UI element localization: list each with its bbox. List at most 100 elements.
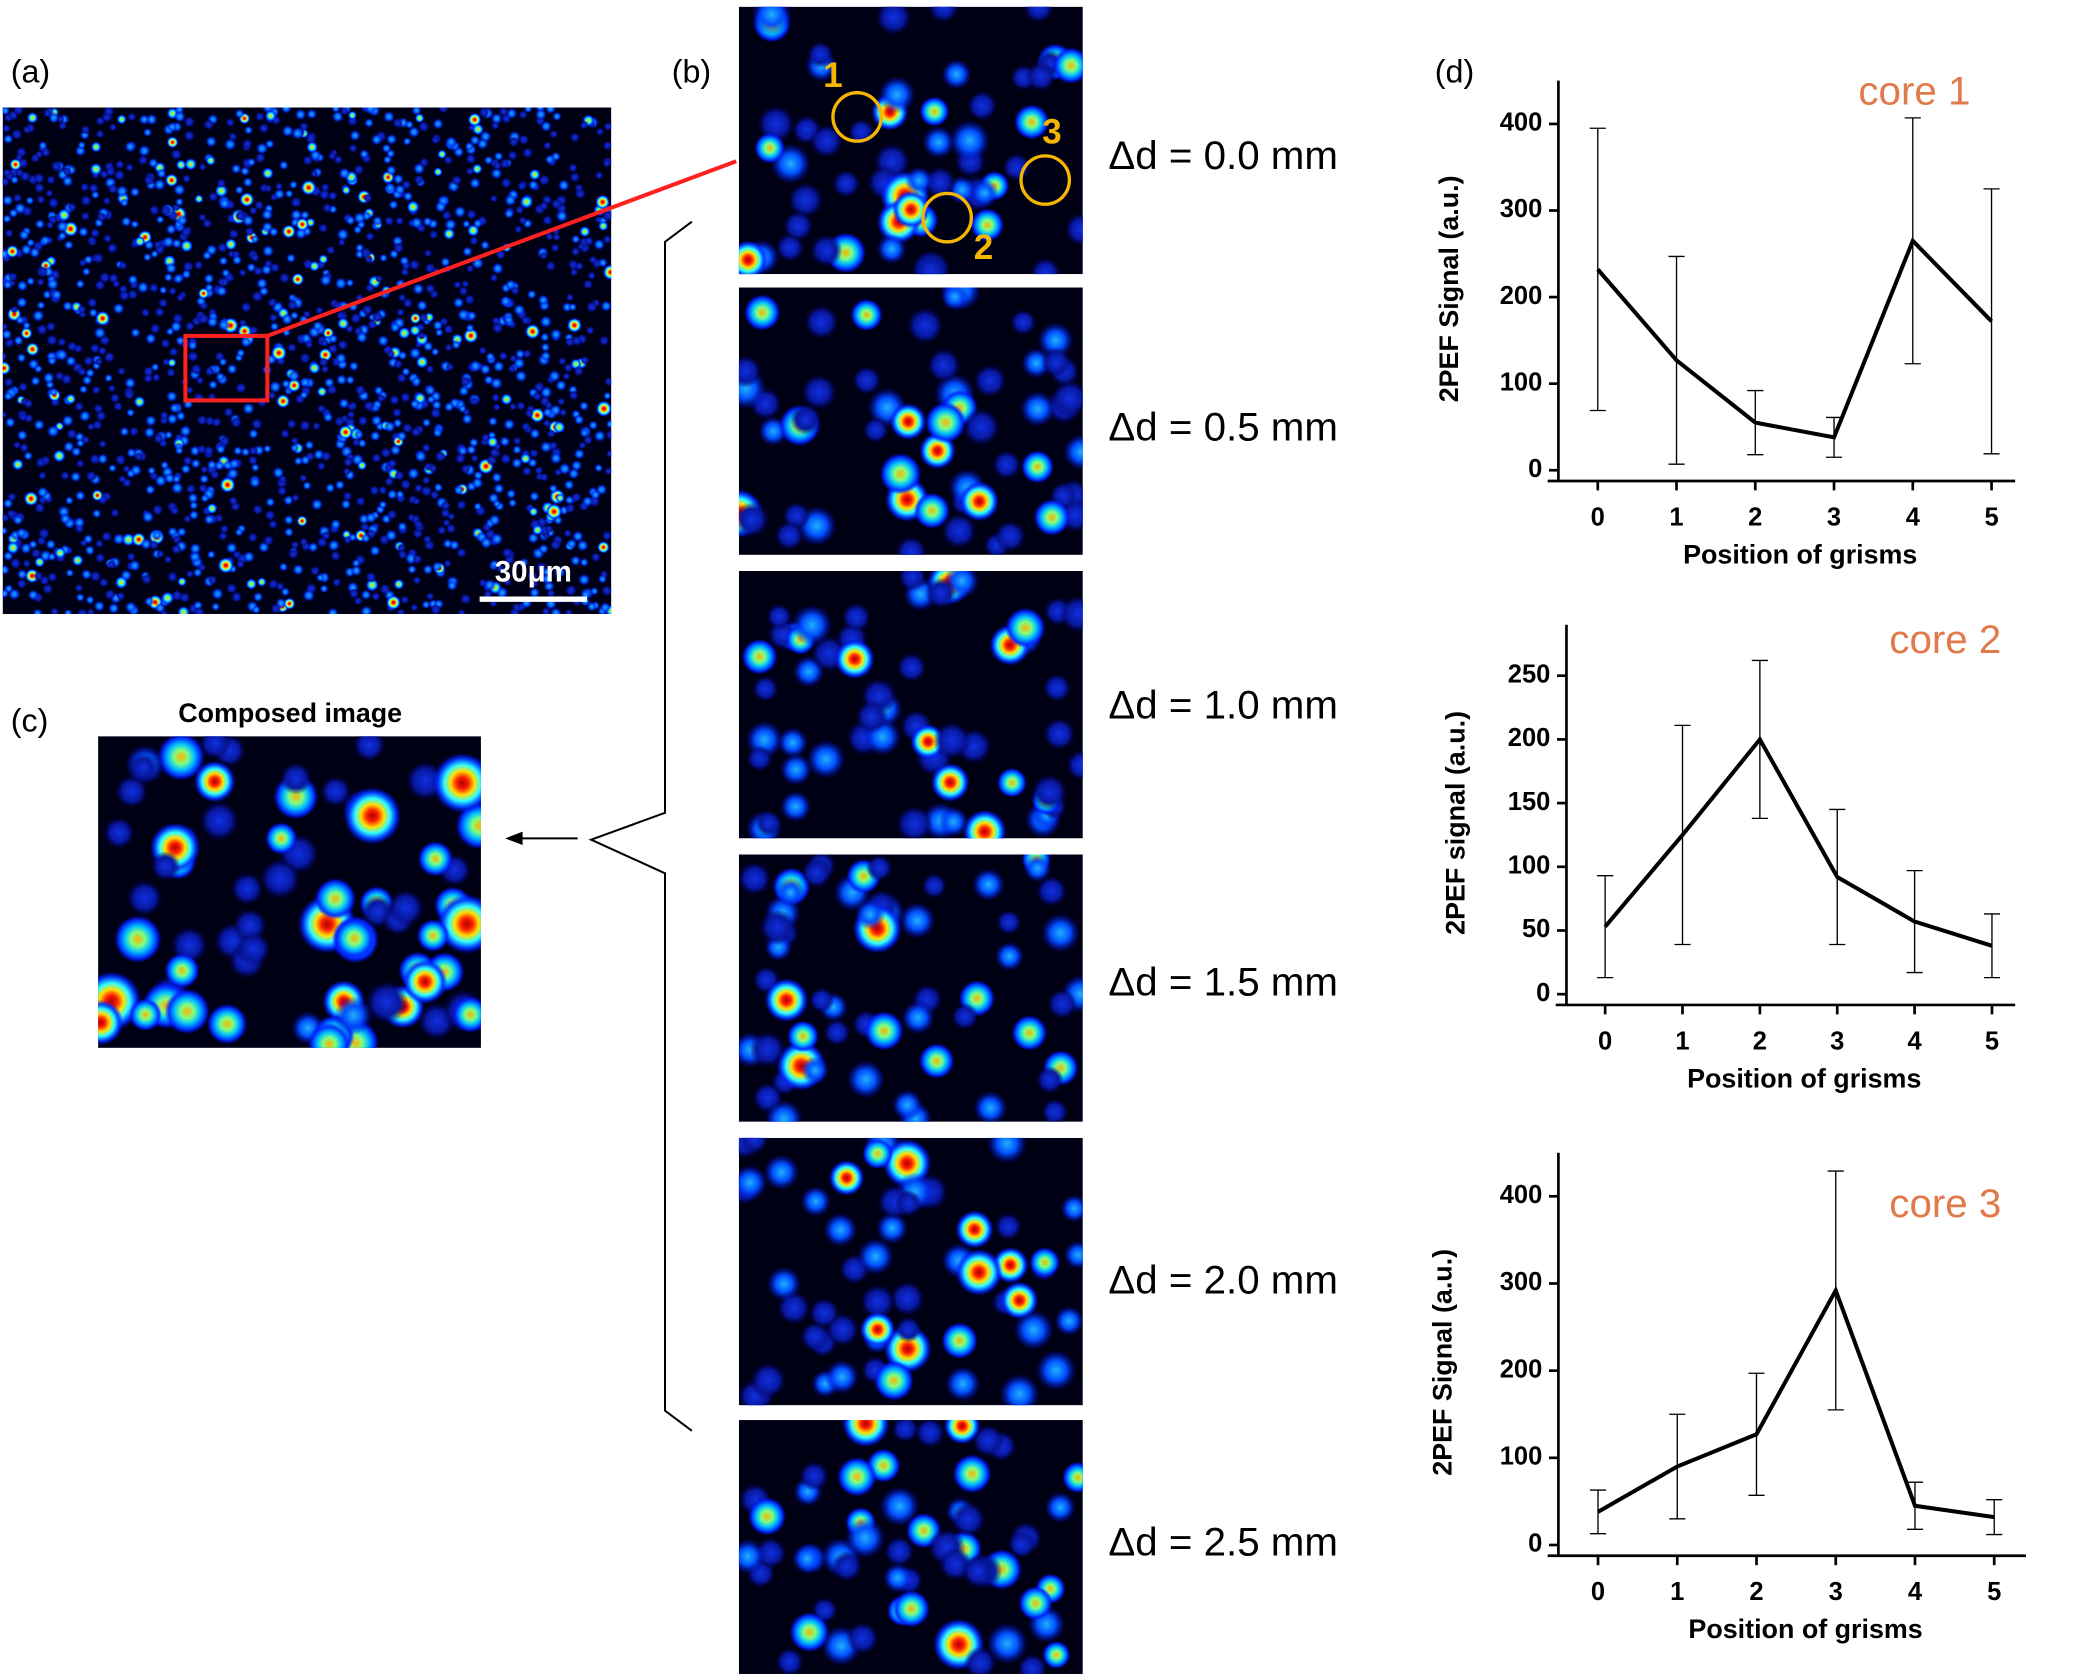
core-spot: [550, 243, 560, 253]
core-spot: [194, 194, 204, 204]
core-spot: [327, 607, 339, 614]
core-spot: [362, 304, 373, 315]
core-spot: [169, 402, 181, 414]
core-spot: [505, 107, 518, 120]
core-spot: [19, 442, 30, 453]
core-spot: [759, 909, 796, 946]
core-spot: [364, 107, 377, 115]
core-spot: [605, 419, 612, 429]
core-spot: [422, 341, 434, 352]
core-spot: [410, 216, 424, 230]
core-spot: [165, 223, 177, 235]
core-spot: [171, 543, 182, 555]
core-spot: [154, 602, 166, 614]
y-tick-label: 100: [1508, 852, 1551, 880]
core-spot: [429, 230, 439, 240]
core-spot: [74, 490, 86, 502]
core-spot: [242, 550, 256, 564]
core-spot: [263, 444, 272, 454]
core-spot: [350, 565, 362, 577]
core-spot: [307, 541, 319, 553]
core-spot: [540, 350, 552, 362]
core-spot: [80, 125, 91, 135]
core-spot: [184, 158, 197, 171]
core-spot: [738, 1164, 768, 1201]
core-spot: [269, 321, 280, 332]
core-spot: [809, 124, 844, 158]
core-spot: [61, 373, 73, 385]
core-spot: [944, 1365, 981, 1402]
core-spot: [166, 413, 179, 425]
core-spot: [501, 547, 513, 559]
x-tick-label: 2: [1748, 503, 1762, 531]
core-spot: [806, 739, 846, 779]
core-spot: [604, 466, 612, 476]
core-spot: [103, 234, 113, 244]
core-spot: [55, 348, 69, 362]
core-spot: [418, 312, 429, 323]
core-spot: [200, 465, 209, 474]
core-spot: [527, 532, 540, 544]
core-spot: [453, 280, 462, 289]
error-bar: [1825, 416, 1843, 458]
core-spot: [152, 373, 161, 382]
core-spot: [500, 393, 513, 405]
core-spot: [299, 376, 311, 389]
core-spot: [575, 261, 584, 271]
core-spot: [255, 111, 265, 122]
core-spot: [234, 527, 244, 537]
core-spot: [216, 178, 227, 189]
core-spot: [491, 322, 504, 334]
core-circle: [921, 191, 973, 244]
bracket: [588, 220, 693, 1432]
core-spot: [268, 380, 282, 394]
core-spot: [217, 242, 228, 254]
core-spot: [465, 167, 474, 176]
core-spot: [563, 529, 572, 538]
core-spot: [240, 447, 251, 457]
core-spot: [370, 414, 383, 427]
core-spot: [165, 262, 178, 275]
core-spot: [396, 543, 406, 553]
core-spot: [355, 496, 366, 507]
core-spot: [264, 509, 276, 521]
core-spot: [322, 203, 333, 213]
core-spot: [422, 476, 431, 485]
core-spot: [364, 117, 375, 128]
core-spot: [310, 565, 321, 576]
core-spot: [199, 474, 210, 485]
core-spot: [1018, 1586, 1053, 1621]
core-spot: [580, 355, 590, 365]
core-spot: [597, 541, 610, 554]
core-spot: [95, 539, 104, 548]
core-spot: [602, 159, 611, 168]
core-spot: [490, 376, 503, 390]
series-line: [1603, 735, 1993, 948]
core-spot: [104, 373, 114, 383]
core-spot: [343, 457, 354, 467]
core-spot: [125, 163, 134, 172]
core-spot: [35, 457, 47, 468]
core-spot: [115, 454, 126, 465]
core-spot: [342, 467, 351, 476]
core-spot: [151, 504, 164, 516]
core-spot: [1023, 854, 1052, 883]
core-spot: [300, 210, 310, 220]
core-spot: [144, 484, 156, 495]
core-spot: [257, 577, 267, 587]
core-spot: [424, 262, 436, 274]
core-spot: [557, 397, 566, 406]
core-spot: [301, 179, 317, 196]
core-spot: [532, 391, 543, 402]
core-spot: [1063, 1240, 1083, 1270]
core-spot: [402, 422, 413, 434]
core-spot: [170, 481, 184, 495]
core-spot: [320, 450, 332, 462]
error-bar: [1748, 1372, 1765, 1496]
y-tick-label: 50: [1522, 915, 1550, 943]
y-tick-label: 150: [1508, 788, 1551, 816]
core-spot: [499, 158, 511, 169]
core-spot: [447, 512, 456, 521]
error-bar: [1906, 1481, 1924, 1530]
core-spot: [904, 166, 934, 195]
